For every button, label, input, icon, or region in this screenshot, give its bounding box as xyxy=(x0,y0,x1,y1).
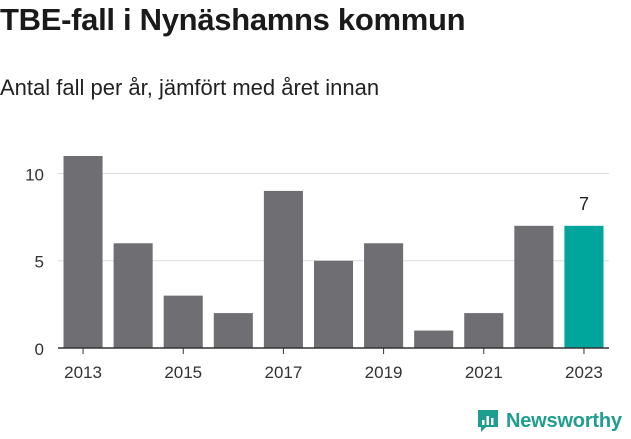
bar-2022 xyxy=(514,225,554,348)
bar-2019 xyxy=(364,243,404,348)
x-tick-label: 2013 xyxy=(64,363,102,382)
newsworthy-logo-icon xyxy=(478,410,498,432)
bar-2018 xyxy=(313,260,354,348)
bar-2023 xyxy=(564,225,604,348)
newsworthy-logo: Newsworthy xyxy=(476,408,622,434)
x-tick-label: 2015 xyxy=(164,363,202,382)
x-tick-label: 2023 xyxy=(565,363,603,382)
y-tick-label: 0 xyxy=(35,340,44,359)
bar-2020 xyxy=(414,330,454,348)
bar-2021 xyxy=(464,313,504,348)
bar-2016 xyxy=(213,313,253,348)
x-tick-label: 2019 xyxy=(365,363,403,382)
y-tick-label: 5 xyxy=(35,253,44,272)
chart-title: TBE-fall i Nynäshamns kommun xyxy=(0,2,466,37)
chart-subtitle: Antal fall per år, jämfört med året inna… xyxy=(0,75,380,100)
bar-2015 xyxy=(163,295,203,348)
x-tick-label: 2021 xyxy=(465,363,503,382)
bar-2017 xyxy=(263,190,303,348)
data-label: 7 xyxy=(579,194,589,214)
bar-2014 xyxy=(113,243,153,348)
bar-2013 xyxy=(63,156,103,348)
y-tick-label: 10 xyxy=(25,165,44,184)
newsworthy-logo-text: Newsworthy xyxy=(506,409,622,432)
x-tick-label: 2017 xyxy=(264,363,302,382)
